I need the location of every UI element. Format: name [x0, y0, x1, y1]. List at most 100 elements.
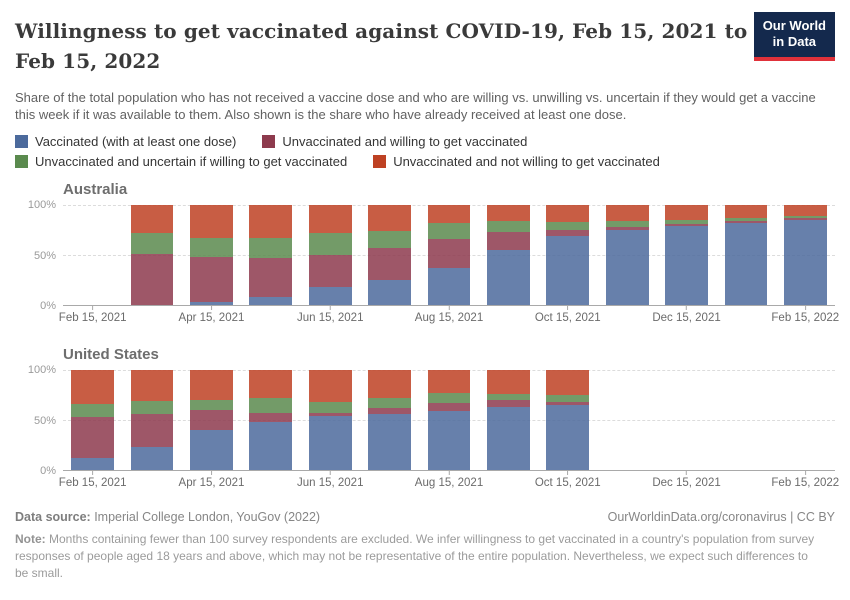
stacked-bar[interactable] — [130, 370, 174, 471]
bar-segment[interactable] — [308, 205, 352, 234]
bar-segment[interactable] — [427, 393, 471, 404]
legend-item-willing[interactable]: Unvaccinated and willing to get vaccinat… — [262, 134, 527, 149]
bar-segment[interactable] — [605, 205, 649, 222]
bar-segment[interactable] — [368, 280, 412, 306]
bar-segment[interactable] — [368, 248, 412, 281]
bar-segment[interactable] — [249, 413, 293, 423]
owid-logo[interactable]: Our World in Data — [753, 12, 835, 61]
bar-segment[interactable] — [784, 218, 827, 221]
bar-segment[interactable] — [665, 226, 708, 306]
bar-segment[interactable] — [190, 410, 233, 431]
bar-segment[interactable] — [190, 430, 233, 471]
bar-segment[interactable] — [665, 220, 708, 225]
bar-segment[interactable] — [308, 413, 352, 417]
bar-segment[interactable] — [190, 238, 233, 258]
bar-segment[interactable] — [308, 233, 352, 256]
bar-segment[interactable] — [546, 205, 590, 223]
bar-segment[interactable] — [546, 230, 590, 237]
bar-segment[interactable] — [368, 408, 412, 415]
stacked-bar[interactable] — [368, 370, 412, 471]
bar-segment[interactable] — [190, 205, 233, 239]
bar-segment[interactable] — [368, 414, 412, 471]
bar-segment[interactable] — [546, 395, 590, 403]
bar-segment[interactable] — [605, 230, 649, 306]
bar-segment[interactable] — [249, 238, 293, 259]
bar-segment[interactable] — [427, 268, 471, 306]
legend-item-uncertain[interactable]: Unvaccinated and uncertain if willing to… — [15, 154, 347, 169]
bar-segment[interactable] — [665, 205, 708, 221]
bar-segment[interactable] — [427, 239, 471, 269]
bar-segment[interactable] — [130, 205, 174, 234]
bar-segment[interactable] — [71, 370, 115, 405]
stacked-bar[interactable] — [605, 205, 649, 306]
bar-segment[interactable] — [487, 205, 530, 222]
bar-segment[interactable] — [249, 297, 293, 306]
bar-segment[interactable] — [546, 405, 590, 471]
bar-segment[interactable] — [546, 236, 590, 306]
bar-segment[interactable] — [190, 370, 233, 401]
bar-segment[interactable] — [487, 407, 530, 471]
owid-link[interactable]: OurWorldinData.org/coronavirus | CC BY — [607, 510, 835, 525]
bar-segment[interactable] — [368, 205, 412, 232]
bar-segment[interactable] — [487, 394, 530, 401]
bar-segment[interactable] — [724, 223, 768, 306]
bar-segment[interactable] — [130, 254, 174, 306]
stacked-bar[interactable] — [724, 205, 768, 306]
bar-segment[interactable] — [487, 250, 530, 306]
bar-segment[interactable] — [427, 411, 471, 471]
stacked-bar[interactable] — [308, 370, 352, 471]
bar-segment[interactable] — [427, 223, 471, 240]
bar-segment[interactable] — [724, 218, 768, 222]
stacked-bar[interactable] — [249, 370, 293, 471]
stacked-bar[interactable] — [546, 205, 590, 306]
bar-segment[interactable] — [190, 400, 233, 411]
bar-segment[interactable] — [724, 221, 768, 224]
bar-segment[interactable] — [487, 221, 530, 233]
bar-segment[interactable] — [724, 205, 768, 219]
bar-segment[interactable] — [71, 458, 115, 471]
stacked-bar[interactable] — [249, 205, 293, 306]
bar-segment[interactable] — [784, 220, 827, 306]
legend-item-vaccinated[interactable]: Vaccinated (with at least one dose) — [15, 134, 236, 149]
bar-segment[interactable] — [308, 402, 352, 414]
bar-segment[interactable] — [605, 227, 649, 231]
bar-segment[interactable] — [249, 370, 293, 399]
bar-segment[interactable] — [427, 370, 471, 394]
bar-segment[interactable] — [71, 404, 115, 418]
bar-segment[interactable] — [249, 422, 293, 471]
stacked-bar[interactable] — [665, 205, 708, 306]
bar-segment[interactable] — [130, 414, 174, 448]
stacked-bar[interactable] — [427, 370, 471, 471]
bar-segment[interactable] — [784, 216, 827, 219]
bar-segment[interactable] — [368, 370, 412, 399]
stacked-bar[interactable] — [487, 205, 530, 306]
bar-segment[interactable] — [249, 398, 293, 414]
bar-segment[interactable] — [487, 400, 530, 408]
bar-segment[interactable] — [605, 221, 649, 228]
stacked-bar[interactable] — [427, 205, 471, 306]
bar-segment[interactable] — [546, 370, 590, 396]
bar-segment[interactable] — [487, 232, 530, 251]
legend-item-not-willing[interactable]: Unvaccinated and not willing to get vacc… — [373, 154, 660, 169]
bar-segment[interactable] — [71, 417, 115, 459]
bar-segment[interactable] — [427, 205, 471, 224]
bar-segment[interactable] — [308, 255, 352, 288]
stacked-bar[interactable] — [190, 205, 233, 306]
bar-segment[interactable] — [190, 302, 233, 306]
bar-segment[interactable] — [190, 257, 233, 303]
stacked-bar[interactable] — [784, 205, 827, 306]
bar-segment[interactable] — [368, 398, 412, 409]
bar-segment[interactable] — [130, 447, 174, 471]
bar-segment[interactable] — [546, 402, 590, 406]
stacked-bar[interactable] — [546, 370, 590, 471]
stacked-bar[interactable] — [71, 370, 115, 471]
stacked-bar[interactable] — [308, 205, 352, 306]
stacked-bar[interactable] — [368, 205, 412, 306]
stacked-bar[interactable] — [487, 370, 530, 471]
bar-segment[interactable] — [546, 222, 590, 231]
bar-segment[interactable] — [427, 403, 471, 412]
stacked-bar[interactable] — [190, 370, 233, 471]
bar-segment[interactable] — [308, 416, 352, 471]
stacked-bar[interactable] — [130, 205, 174, 306]
bar-segment[interactable] — [130, 401, 174, 415]
